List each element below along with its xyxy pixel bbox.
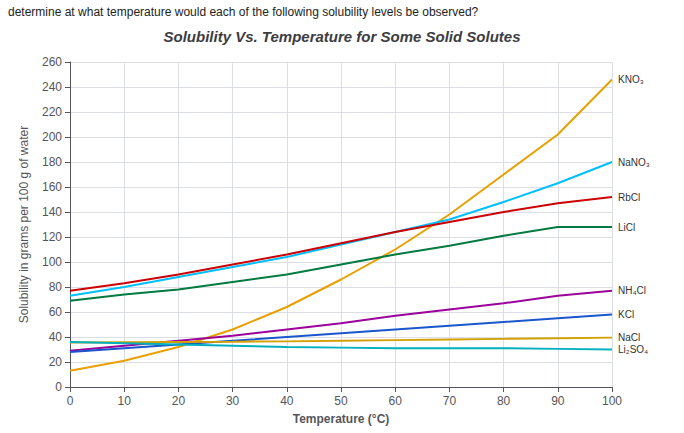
svg-text:NH₄Cl: NH₄Cl: [618, 285, 646, 296]
svg-text:70: 70: [443, 394, 457, 408]
svg-text:RbCl: RbCl: [618, 192, 640, 203]
svg-text:Temperature (°C): Temperature (°C): [293, 412, 390, 426]
svg-text:10: 10: [118, 394, 132, 408]
svg-text:100: 100: [42, 255, 62, 269]
svg-text:30: 30: [226, 394, 240, 408]
svg-text:0: 0: [55, 380, 62, 394]
svg-text:80: 80: [49, 280, 63, 294]
svg-text:determine at what temperature: determine at what temperature would each…: [8, 5, 479, 19]
svg-text:60: 60: [389, 394, 403, 408]
svg-text:80: 80: [497, 394, 511, 408]
svg-text:20: 20: [172, 394, 186, 408]
svg-text:160: 160: [42, 180, 62, 194]
svg-text:40: 40: [49, 330, 63, 344]
svg-text:KNO₃: KNO₃: [618, 74, 644, 85]
svg-text:20: 20: [49, 355, 63, 369]
svg-text:Li₂SO₄: Li₂SO₄: [618, 344, 648, 355]
svg-text:NaCl: NaCl: [618, 332, 640, 343]
svg-text:180: 180: [42, 155, 62, 169]
svg-text:KCl: KCl: [618, 309, 634, 320]
svg-text:260: 260: [42, 55, 62, 69]
svg-text:120: 120: [42, 230, 62, 244]
svg-text:60: 60: [49, 305, 63, 319]
svg-text:100: 100: [602, 394, 622, 408]
svg-text:Solubility in grams per 100 g: Solubility in grams per 100 g of water: [17, 126, 31, 323]
svg-text:NaNO₃: NaNO₃: [618, 157, 650, 168]
svg-text:90: 90: [551, 394, 565, 408]
svg-text:Solubility Vs. Temperature for: Solubility Vs. Temperature for Some Soli…: [163, 28, 520, 45]
svg-text:LiCl: LiCl: [618, 222, 635, 233]
svg-text:0: 0: [67, 394, 74, 408]
svg-text:40: 40: [280, 394, 294, 408]
svg-text:200: 200: [42, 130, 62, 144]
svg-text:140: 140: [42, 205, 62, 219]
svg-text:50: 50: [334, 394, 348, 408]
svg-text:220: 220: [42, 105, 62, 119]
svg-text:240: 240: [42, 80, 62, 94]
